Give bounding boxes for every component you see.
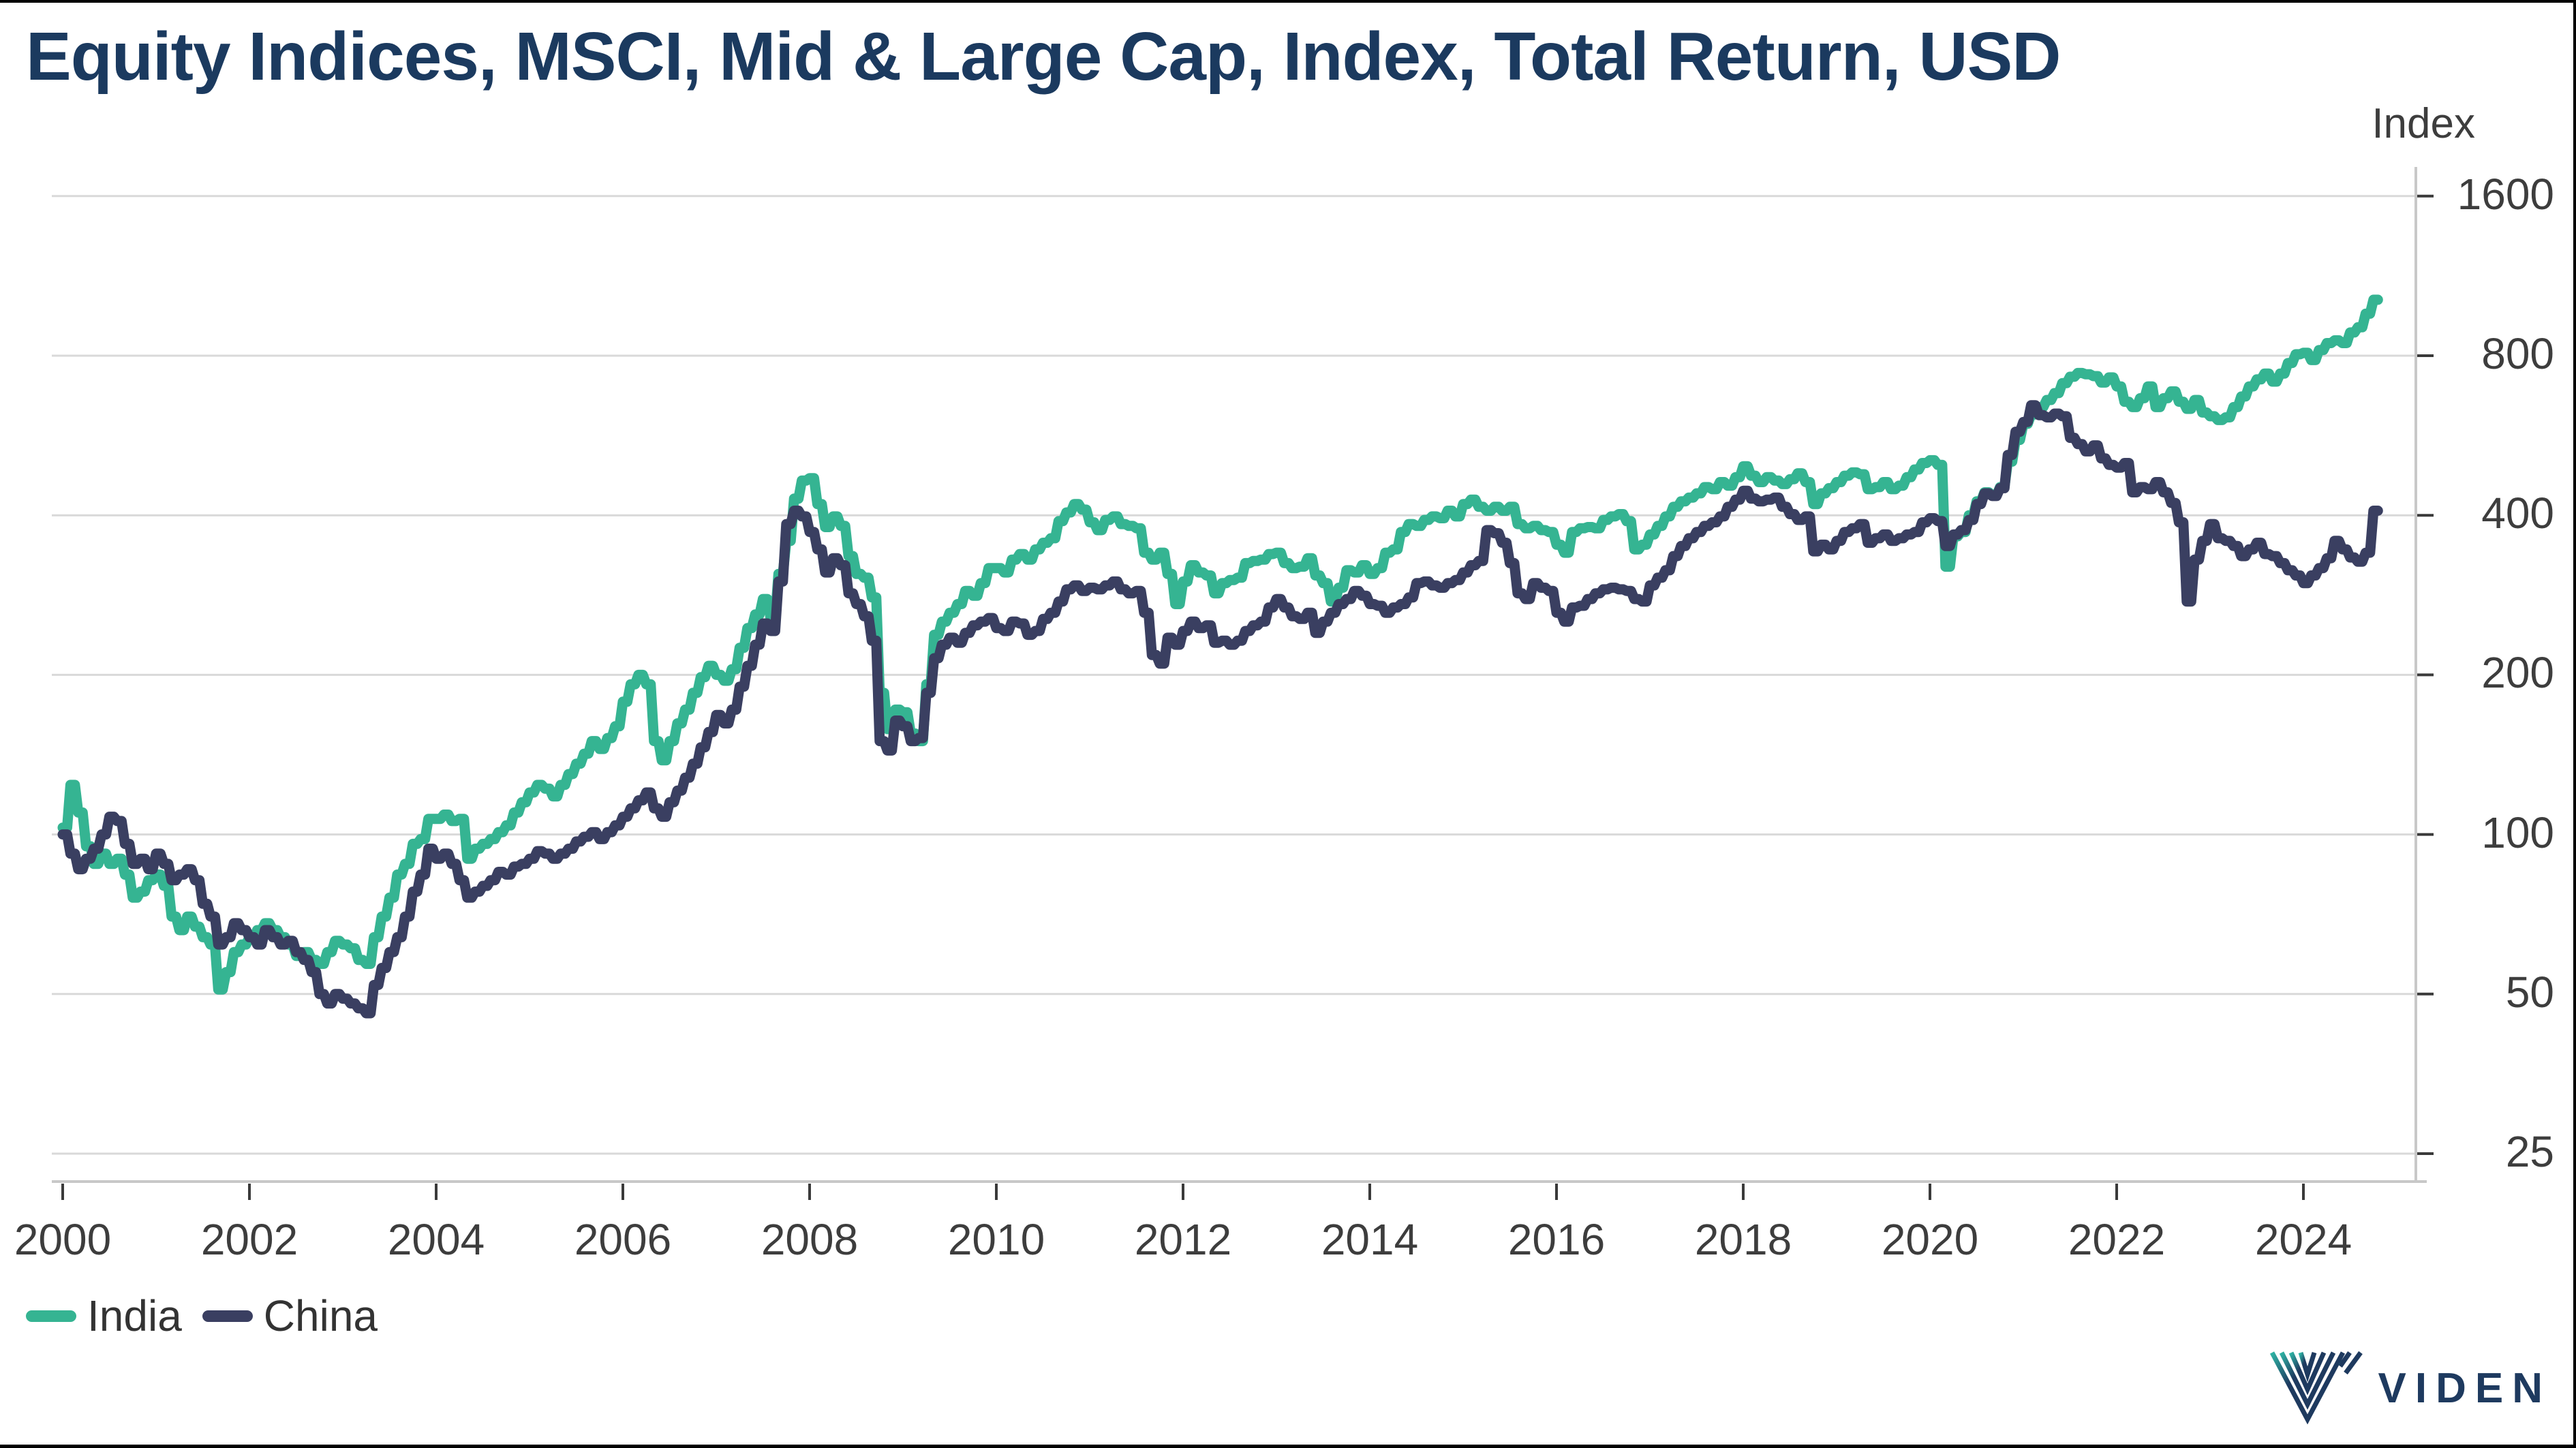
y-tick-label-100: 100 [2481,807,2554,857]
x-tick-label-2018: 2018 [1694,1215,1792,1264]
top-border-line [0,0,2576,3]
x-tick-label-2020: 2020 [1881,1215,1979,1264]
right-border-line [2573,0,2576,1448]
x-tick-label-2012: 2012 [1134,1215,1232,1264]
y-axis-unit-label: Index [2372,100,2475,147]
chart-title: Equity Indices, MSCI, Mid & Large Cap, I… [26,18,2061,95]
x-tick-label-2014: 2014 [1321,1215,1419,1264]
y-tick-label-1600: 1600 [2457,169,2554,219]
y-tick-label-200: 200 [2481,648,2554,698]
x-tick-label-2004: 2004 [387,1215,485,1264]
china-line-swatch [202,1310,253,1322]
viden-logo-mark [2269,1351,2363,1425]
bottom-border-line [0,1445,2576,1448]
india-line-swatch [26,1310,76,1322]
legend-label-china: China [263,1291,378,1340]
legend: India China [26,1291,378,1341]
viden-brand: VIDEN [2267,1346,2551,1428]
legend-label-india: India [87,1291,182,1340]
x-tick-label-2008: 2008 [761,1215,859,1264]
x-tick-label-2022: 2022 [2068,1215,2166,1264]
x-tick-label-2006: 2006 [574,1215,672,1264]
viden-logo-text: VIDEN [2378,1365,2551,1412]
x-tick-label-2016: 2016 [1507,1215,1606,1264]
x-tick-label-2000: 2000 [14,1215,112,1264]
series-line-china [57,400,2383,1019]
x-tick-label-2002: 2002 [200,1215,298,1264]
x-tick-label-2010: 2010 [947,1215,1045,1264]
y-tick-label-400: 400 [2481,489,2554,538]
legend-item-china: China [202,1291,378,1341]
y-tick-label-50: 50 [2505,967,2554,1017]
y-tick-label-25: 25 [2505,1127,2554,1177]
legend-item-india: India [26,1291,182,1341]
x-tick-label-2024: 2024 [2254,1215,2352,1264]
y-tick-label-800: 800 [2481,329,2554,379]
